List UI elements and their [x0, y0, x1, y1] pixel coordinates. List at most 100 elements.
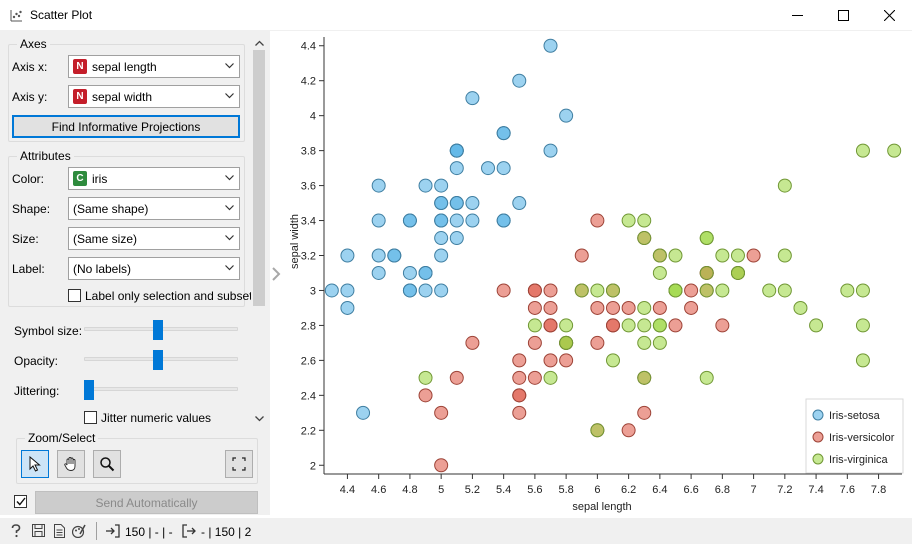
- send-automatically-button[interactable]: Send Automatically: [35, 491, 258, 514]
- scroll-down-button[interactable]: [252, 412, 266, 426]
- scatter-plot-app-icon: [10, 10, 22, 22]
- data-point-iris-versicolor: [715, 318, 730, 333]
- data-point-iris-setosa: [434, 248, 449, 263]
- data-point-iris-virginica: [543, 370, 558, 385]
- data-point-iris-versicolor: [590, 335, 605, 350]
- jittering-slider-handle[interactable]: [84, 380, 94, 400]
- chevron-down-icon: [225, 175, 234, 181]
- close-button[interactable]: [866, 0, 912, 31]
- chevron-up-icon: [254, 40, 264, 46]
- data-point-iris-versicolor: [574, 248, 589, 263]
- jittering-slider-groove[interactable]: [84, 387, 238, 391]
- chevron-down-icon: [225, 265, 234, 271]
- scroll-up-button[interactable]: [252, 36, 266, 50]
- data-point-iris-virginica: [887, 143, 902, 158]
- send-automatically-checkbox[interactable]: [14, 495, 27, 508]
- chevron-down-icon: [225, 93, 234, 99]
- find-informative-projections-button[interactable]: Find Informative Projections: [12, 115, 240, 138]
- label-value: (No labels): [73, 261, 132, 276]
- label-select[interactable]: (No labels): [68, 257, 240, 280]
- legend-marker: [812, 409, 824, 421]
- pan-tool-button[interactable]: [57, 450, 85, 478]
- data-point-iris-setosa: [340, 248, 355, 263]
- data-point-iris-versicolor: [684, 283, 699, 298]
- scatter-plot-svg[interactable]: 4.4 4.6 4.8 5 5.2 5.4 5.6 5.8 6 6.2 6.4 6.6 6.8 7 7.2 7…: [286, 37, 910, 513]
- zoom-select-group-title: Zoom/Select: [25, 431, 99, 445]
- shape-select[interactable]: (Same shape): [68, 197, 240, 220]
- numeric-variable-icon: N: [73, 89, 87, 104]
- data-point-iris-virginica: [855, 318, 870, 333]
- data-point-iris-virginica: [699, 265, 714, 280]
- select-tool-button[interactable]: [21, 450, 49, 478]
- data-point-iris-versicolor: [512, 353, 527, 368]
- x-tick-label: 6.6: [683, 484, 698, 496]
- color-select[interactable]: C iris: [68, 167, 240, 190]
- jitter-numeric-checkbox[interactable]: [84, 411, 97, 424]
- label-only-selection-label: Label only selection and subset: [85, 289, 253, 303]
- data-point-iris-virginica: [730, 265, 745, 280]
- input-data-icon: [106, 524, 120, 538]
- numeric-variable-icon: N: [73, 59, 87, 74]
- data-point-iris-setosa: [449, 143, 464, 158]
- maximize-icon: [837, 10, 849, 21]
- input-data-summary: 150 | - | -: [125, 525, 173, 539]
- y-tick-label: 2.4: [301, 390, 316, 402]
- status-separator: [96, 522, 97, 540]
- data-point-iris-virginica: [559, 335, 574, 350]
- data-point-iris-setosa: [434, 178, 449, 193]
- collapse-panel-chevron-icon[interactable]: [270, 266, 282, 282]
- scatter-plot-area[interactable]: 4.4 4.6 4.8 5 5.2 5.4 5.6 5.8 6 6.2 6.4 6.6 6.8 7 7.2 7…: [286, 37, 910, 513]
- data-point-iris-virginica: [855, 353, 870, 368]
- data-point-iris-setosa: [324, 283, 339, 298]
- minimize-button[interactable]: [774, 0, 820, 31]
- legend-label: Iris-setosa: [829, 410, 881, 422]
- data-point-iris-virginica: [574, 283, 589, 298]
- maximize-button[interactable]: [820, 0, 866, 31]
- data-point-iris-setosa: [356, 405, 371, 420]
- x-tick-label: 6: [594, 484, 600, 496]
- reset-zoom-button[interactable]: [225, 450, 253, 478]
- data-point-iris-virginica: [777, 248, 792, 263]
- chevron-down-icon: [225, 205, 234, 211]
- data-point-iris-virginica: [637, 318, 652, 333]
- axis-x-select[interactable]: N sepal length: [68, 55, 240, 78]
- x-tick-label: 4.6: [371, 484, 386, 496]
- symbol-size-slider-handle[interactable]: [153, 320, 164, 340]
- data-point-iris-versicolor: [527, 300, 542, 315]
- x-tick-label: 5.2: [465, 484, 480, 496]
- data-point-iris-setosa: [371, 213, 386, 228]
- data-point-iris-virginica: [855, 143, 870, 158]
- y-axis-title: sepal width: [289, 214, 301, 269]
- chevron-down-icon: [225, 63, 234, 69]
- x-tick-label: 5.4: [496, 484, 511, 496]
- jittering-label: Jittering:: [14, 384, 60, 398]
- data-point-iris-virginica: [652, 248, 667, 263]
- axis-y-select[interactable]: N sepal width: [68, 85, 240, 108]
- visual-settings-icon[interactable]: [72, 524, 86, 538]
- data-point-iris-versicolor: [527, 370, 542, 385]
- data-point-iris-setosa: [402, 213, 417, 228]
- save-icon[interactable]: [32, 524, 45, 537]
- data-point-iris-versicolor: [418, 388, 433, 403]
- data-point-iris-setosa: [340, 283, 355, 298]
- label-only-selection-checkbox[interactable]: [68, 289, 81, 302]
- symbol-size-label: Symbol size:: [14, 324, 83, 338]
- data-point-iris-versicolor: [652, 300, 667, 315]
- data-point-iris-setosa: [340, 300, 355, 315]
- jitter-numeric-label: Jitter numeric values: [101, 411, 212, 425]
- data-point-iris-versicolor: [543, 318, 558, 333]
- zoom-tool-button[interactable]: [93, 450, 121, 478]
- report-icon[interactable]: [54, 524, 65, 538]
- scrollbar-thumb[interactable]: [253, 50, 265, 306]
- data-point-iris-virginica: [668, 248, 683, 263]
- data-point-iris-virginica: [730, 248, 745, 263]
- data-point-iris-virginica: [637, 370, 652, 385]
- data-point-iris-versicolor: [434, 405, 449, 420]
- help-icon[interactable]: [10, 524, 22, 538]
- size-select[interactable]: (Same size): [68, 227, 240, 250]
- data-point-iris-versicolor: [590, 300, 605, 315]
- data-point-iris-virginica: [590, 423, 605, 438]
- data-point-iris-virginica: [699, 231, 714, 246]
- opacity-slider-handle[interactable]: [153, 350, 164, 370]
- data-point-iris-setosa: [418, 178, 433, 193]
